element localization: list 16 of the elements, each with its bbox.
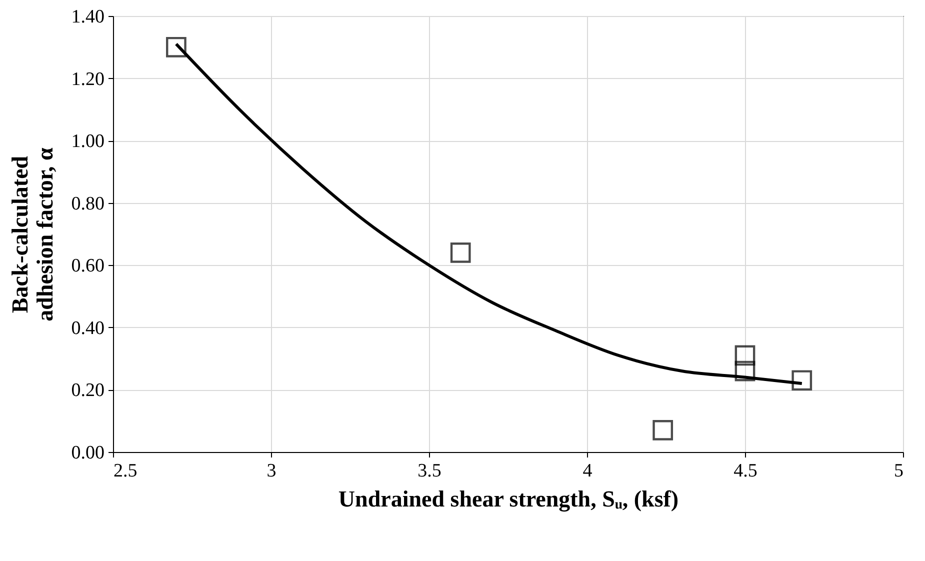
x-tick-label: 3: [266, 460, 276, 482]
x-tick-label: 2.5: [114, 460, 138, 482]
y-tick-label: 0.60: [71, 256, 104, 277]
y-tick-label: 0.20: [71, 380, 104, 402]
y-tick-label: 1.20: [71, 68, 104, 90]
x-tick-label: 4: [582, 460, 593, 482]
y-tick-label: 1.00: [71, 131, 104, 152]
y-tick-label: 0.80: [71, 193, 104, 214]
x-axis-title: Undrained shear strength, Sᵤ, (ksf): [338, 486, 679, 512]
x-tick-label: 5: [894, 460, 904, 482]
y-axis-title: Back-calculated adhesion factor, α: [7, 148, 58, 322]
y-tick-label: 1.40: [71, 6, 104, 28]
y-tick-label: 0.00: [71, 442, 104, 464]
x-tick-label: 3.5: [418, 460, 442, 482]
x-tick-label: 4.5: [734, 460, 758, 482]
y-tick-label: 0.40: [71, 318, 104, 339]
